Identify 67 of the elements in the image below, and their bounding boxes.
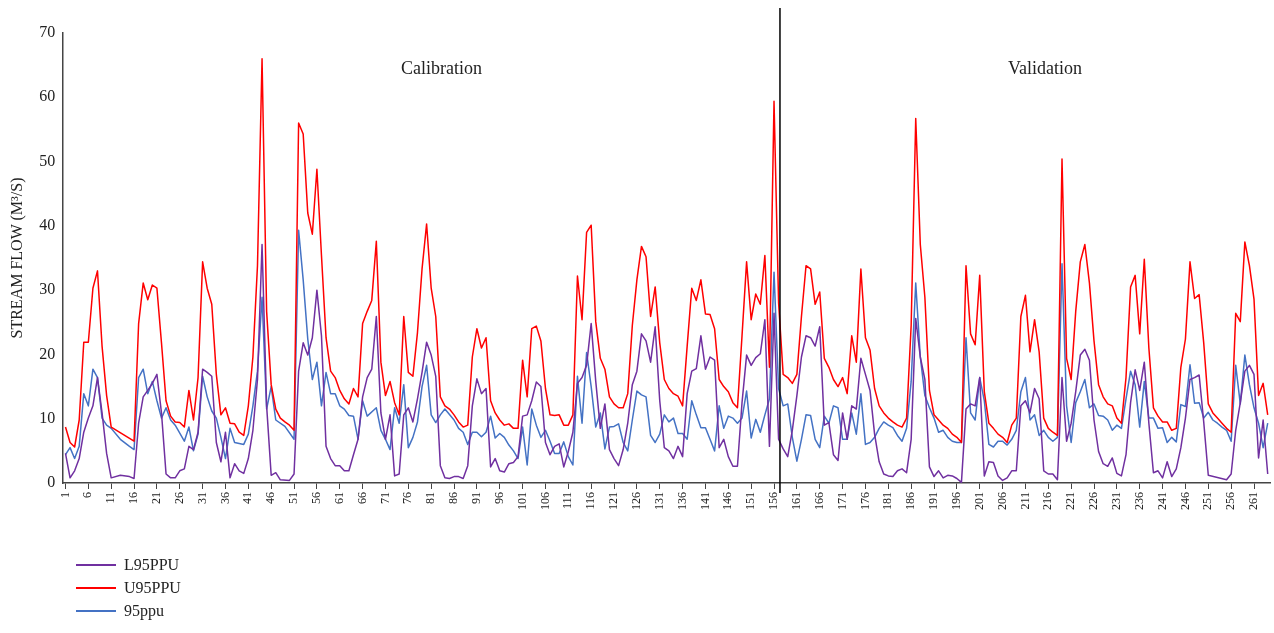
x-tick-label: 126 — [629, 492, 644, 510]
x-tick-label: 61 — [331, 492, 346, 504]
x-tick-label: 211 — [1017, 492, 1032, 510]
x-tick-label: 111 — [560, 492, 575, 510]
y-tick-label: 30 — [39, 280, 56, 298]
x-tick-label: 166 — [811, 492, 826, 510]
x-tick-label: 176 — [857, 492, 872, 510]
x-tick-label: 161 — [789, 492, 804, 510]
x-tick-label: 76 — [400, 492, 415, 504]
x-tick-label: 86 — [446, 492, 461, 504]
y-tick-label: 40 — [39, 216, 56, 234]
x-tick-label: 6 — [80, 492, 95, 498]
x-tick-label: 26 — [171, 492, 186, 504]
y-tick-label: 0 — [47, 473, 56, 491]
x-tick-label: 141 — [697, 492, 712, 510]
x-tick-label: 91 — [469, 492, 484, 504]
x-tick-label: 206 — [994, 492, 1009, 510]
x-tick-label: 56 — [309, 492, 324, 504]
x-tick-label: 186 — [903, 492, 918, 510]
x-tick-label: 246 — [1177, 492, 1192, 510]
x-tick-label: 101 — [514, 492, 529, 510]
x-tick-label: 96 — [491, 492, 506, 504]
x-tick-label: 146 — [720, 492, 735, 510]
x-tick-label: 151 — [743, 492, 758, 510]
x-tick-label: 201 — [971, 492, 986, 510]
x-tick-label: 136 — [674, 492, 689, 510]
x-tick-label: 241 — [1154, 492, 1169, 510]
x-tick-label: 191 — [926, 492, 941, 510]
x-tick-label: 181 — [880, 492, 895, 510]
x-tick-label: 156 — [766, 492, 781, 510]
x-tick-label: 236 — [1131, 492, 1146, 510]
x-tick-label: 251 — [1200, 492, 1215, 510]
x-tick-label: 81 — [423, 492, 438, 504]
x-tick-label: 41 — [240, 492, 255, 504]
x-tick-label: 226 — [1086, 492, 1101, 510]
x-tick-label: 196 — [949, 492, 964, 510]
annotation: Calibration — [401, 57, 483, 78]
x-tick-label: 121 — [606, 492, 621, 510]
y-tick-label: 50 — [39, 151, 56, 169]
y-tick-label: 10 — [39, 408, 56, 426]
x-tick-label: 36 — [217, 492, 232, 504]
x-tick-label: 66 — [354, 492, 369, 504]
x-tick-label: 71 — [377, 492, 392, 504]
x-tick-label: 46 — [263, 492, 278, 504]
x-tick-label: 16 — [126, 492, 141, 504]
x-tick-label: 231 — [1109, 492, 1124, 510]
y-tick-label: 60 — [39, 87, 56, 105]
annotation: Validation — [1007, 57, 1082, 78]
x-tick-label: 106 — [537, 492, 552, 510]
y-tick-label: 70 — [39, 23, 56, 41]
x-tick-label: 216 — [1040, 492, 1055, 510]
x-tick-label: 261 — [1246, 492, 1261, 510]
x-tick-label: 11 — [103, 492, 118, 504]
x-tick-label: 51 — [286, 492, 301, 504]
legend-label: L95PPU — [124, 555, 180, 574]
x-tick-label: 116 — [583, 492, 598, 510]
x-tick-label: 171 — [834, 492, 849, 510]
legend-label: U95PPU — [124, 578, 181, 597]
y-tick-label: 20 — [39, 344, 56, 362]
legend-label: 95ppu — [124, 601, 164, 620]
x-tick-label: 256 — [1223, 492, 1238, 510]
x-tick-label: 1 — [57, 492, 72, 498]
x-tick-label: 131 — [651, 492, 666, 510]
y-axis-title: STREAM FLOW (M³/S) — [7, 177, 26, 339]
x-tick-label: 31 — [194, 492, 209, 504]
x-tick-label: 21 — [149, 492, 164, 504]
x-tick-label: 221 — [1063, 492, 1078, 510]
